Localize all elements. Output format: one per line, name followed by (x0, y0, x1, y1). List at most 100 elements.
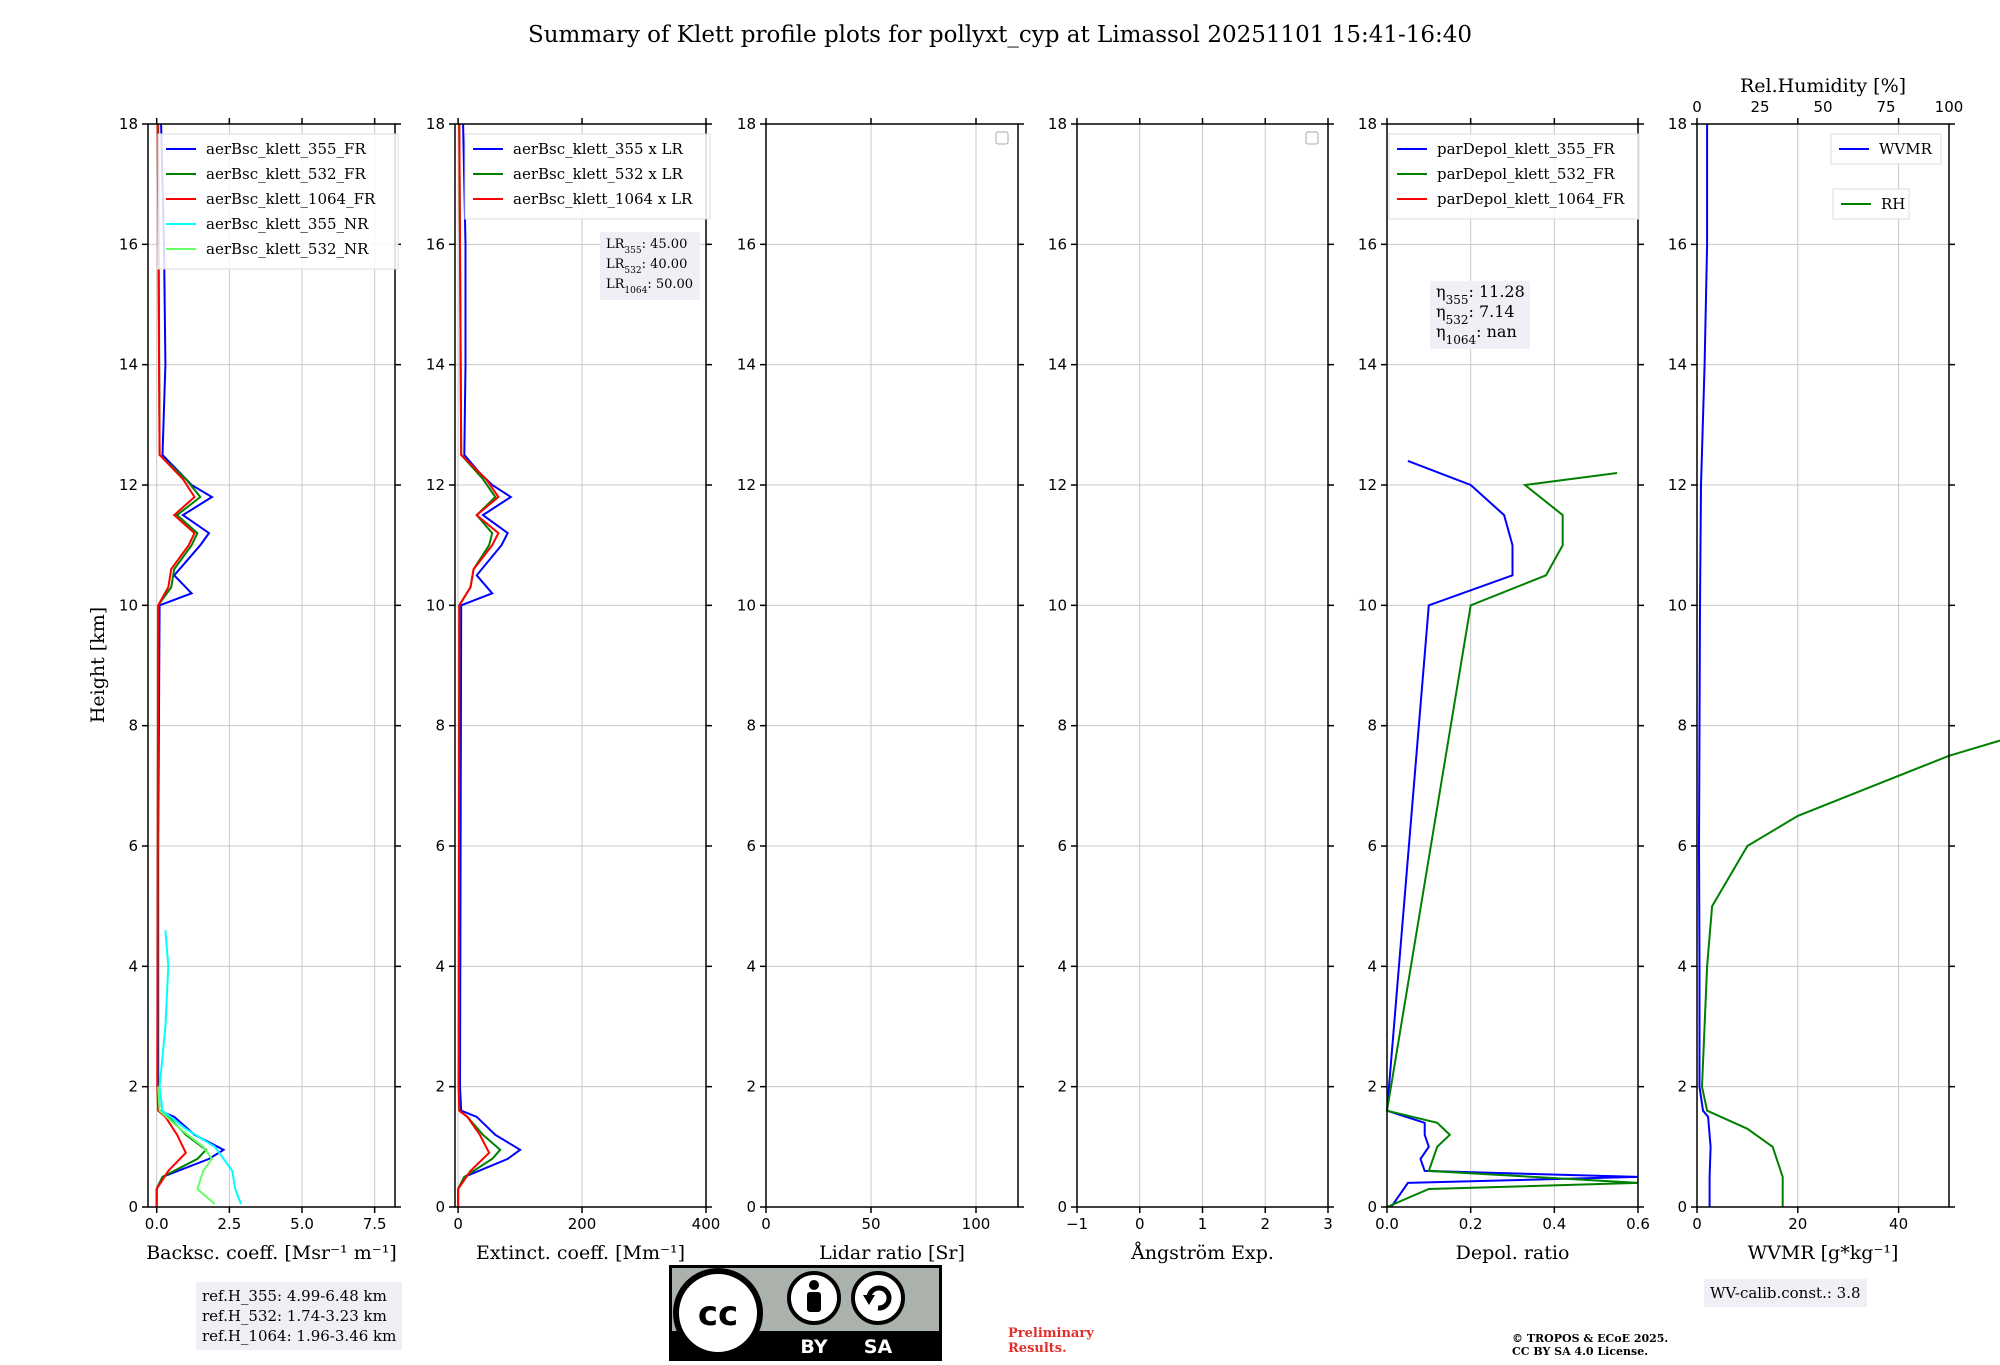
y-tick-label: 14 (1358, 356, 1377, 374)
y-tick-label: 12 (1048, 476, 1067, 494)
top-x-tick-label: 0 (1692, 98, 1702, 116)
x-tick-label: 3 (1323, 1215, 1333, 1233)
y-tick-label: 10 (426, 596, 445, 614)
x-tick-label: 0.6 (1626, 1215, 1650, 1233)
preliminary-line-1: Preliminary (1008, 1326, 1094, 1341)
y-tick-label: 10 (1048, 596, 1067, 614)
wv-calib-box: WV-calib.const.: 3.8 (1704, 1279, 1867, 1307)
sa-label: SA (864, 1336, 893, 1358)
series-aerBsc_klett_532 x LR (457, 123, 502, 1207)
y-tick-label: 2 (435, 1078, 445, 1096)
x-axis-label: Lidar ratio [Sr] (819, 1242, 965, 1264)
y-tick-label: 12 (737, 476, 756, 494)
x-axis-label: WVMR [g*kg⁻¹] (1748, 1242, 1899, 1264)
x-axis-label: Backsc. coeff. [Msr⁻¹ m⁻¹] (146, 1242, 397, 1264)
y-tick-label: 18 (737, 115, 756, 133)
plot-frame (1696, 123, 1950, 1208)
wv-calib-text: WV-calib.const.: 3.8 (1710, 1284, 1861, 1302)
x-tick-label: 200 (568, 1215, 597, 1233)
legend-entry: parDepol_klett_532_FR (1437, 165, 1615, 183)
y-tick-label: 18 (1358, 115, 1377, 133)
lr-annotation-line: LR1064: 50.00 (606, 277, 693, 296)
x-tick-label: 0.0 (1375, 1215, 1399, 1233)
empty-legend-marker (995, 131, 1009, 145)
ref-height-1064: ref.H_1064: 1.96-3.46 km (202, 1327, 397, 1345)
wvmr-panel: 0 2 4 6 8 10 12 14 16 18 0 20 40 WVMR [g*kg⁻¹] WVMR RH 0… (1668, 75, 2000, 1264)
y-tick-label: 2 (1677, 1078, 1687, 1096)
y-tick-label: 0 (746, 1198, 756, 1216)
series-aerBsc_klett_1064 x LR (457, 123, 500, 1207)
y-tick-label: 2 (1367, 1078, 1377, 1096)
y-tick-label: 4 (128, 957, 138, 975)
top-x-tick-label: 100 (1935, 98, 1964, 116)
x-tick-label: 2.5 (217, 1215, 241, 1233)
plot-frame (454, 123, 707, 1208)
y-tick-label: 6 (1677, 837, 1687, 855)
x-tick-label: 0 (453, 1215, 463, 1233)
top-x-axis-label: Rel.Humidity [%] (1740, 75, 1906, 97)
copyright-note: © TROPOS & ECoE 2025. CC BY SA 4.0 Licen… (1512, 1332, 1668, 1358)
x-tick-label: 1 (1198, 1215, 1208, 1233)
y-tick-label: 8 (128, 717, 138, 735)
legend-entry: RH (1881, 195, 1905, 213)
y-tick-label: 16 (1048, 235, 1067, 253)
cc-license-badge: cc BY SA (669, 1265, 942, 1361)
y-tick-label: 18 (1668, 115, 1687, 133)
x-tick-label: 0 (761, 1215, 771, 1233)
x-tick-label: 100 (962, 1215, 991, 1233)
x-tick-label: 50 (861, 1215, 880, 1233)
legend-entry: WVMR (1879, 140, 1933, 158)
legend-entry: aerBsc_klett_1064 x LR (513, 190, 693, 208)
y-tick-label: 12 (119, 476, 138, 494)
copyright-line-1: © TROPOS & ECoE 2025. (1512, 1332, 1669, 1345)
y-tick-label: 6 (1057, 837, 1067, 855)
x-tick-label: 40 (1889, 1215, 1908, 1233)
plot-frame (1386, 123, 1639, 1208)
series-aerBsc_klett_1064_FR (155, 123, 196, 1207)
extinction-panel: 0 2 4 6 8 10 12 14 16 18 0 200 400 Extinct. coeff. [M… (426, 115, 720, 1264)
lr-annotation-line: LR532: 40.00 (606, 257, 687, 276)
x-tick-label: −1 (1066, 1215, 1088, 1233)
y-tick-label: 10 (737, 596, 756, 614)
x-tick-label: 5.0 (290, 1215, 314, 1233)
lidar-ratio-panel: 0 2 4 6 8 10 12 14 16 18 0 50 100 Lidar ratio [Sr] (737, 115, 1024, 1264)
y-axis-label: Height [km] (87, 607, 109, 723)
y-tick-label: 0 (1367, 1198, 1377, 1216)
y-tick-label: 6 (435, 837, 445, 855)
eta-annotation-line: η355: 11.28 (1436, 282, 1525, 307)
y-tick-label: 18 (119, 115, 138, 133)
empty-legend-marker (1305, 131, 1319, 145)
figure-title: Summary of Klett profile plots for polly… (527, 22, 1473, 48)
y-tick-label: 16 (737, 235, 756, 253)
copyright-line-2: CC BY SA 4.0 License. (1512, 1345, 1649, 1358)
y-tick-label: 12 (426, 476, 445, 494)
x-tick-label: 7.5 (363, 1215, 387, 1233)
x-tick-label: 0 (1692, 1215, 1702, 1233)
legend-entry: aerBsc_klett_1064_FR (206, 190, 376, 208)
cc-icon (673, 1268, 763, 1358)
y-tick-label: 8 (435, 717, 445, 735)
y-tick-label: 8 (1677, 717, 1687, 735)
y-tick-label: 4 (1367, 957, 1377, 975)
lr-annotation-bg (600, 232, 700, 300)
legend-entry: aerBsc_klett_355 x LR (513, 140, 684, 158)
eta-annotation-bg (1430, 281, 1530, 349)
legend-entry: parDepol_klett_1064_FR (1437, 190, 1625, 208)
x-axis-label: Extinct. coeff. [Mm⁻¹] (476, 1242, 685, 1264)
ref-height-532: ref.H_532: 1.74-3.23 km (202, 1307, 387, 1325)
x-tick-label: 2 (1260, 1215, 1270, 1233)
legend-box (1388, 133, 1640, 220)
y-tick-label: 6 (128, 837, 138, 855)
y-tick-label: 16 (1668, 235, 1687, 253)
y-tick-label: 12 (1668, 476, 1687, 494)
y-tick-label: 12 (1358, 476, 1377, 494)
y-tick-label: 2 (746, 1078, 756, 1096)
legend-entry: aerBsc_klett_532_NR (206, 240, 369, 258)
x-tick-label: 0.4 (1542, 1215, 1566, 1233)
y-tick-label: 10 (1358, 596, 1377, 614)
y-tick-label: 4 (1677, 957, 1687, 975)
legend-entry: aerBsc_klett_532_FR (206, 165, 366, 183)
legend-entry: parDepol_klett_355_FR (1437, 140, 1615, 158)
series-aerBsc_klett_355_NR (158, 930, 242, 1205)
